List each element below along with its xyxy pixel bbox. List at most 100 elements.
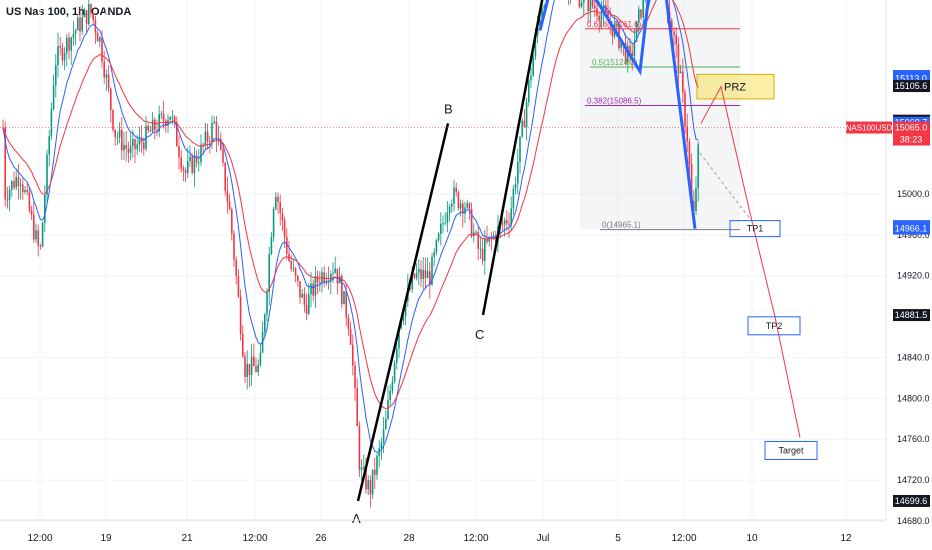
candle-body [442,223,444,225]
candle-body [543,6,545,9]
candle-body [30,210,33,215]
price-label-text: 14966.1 [895,224,928,234]
candle-body [387,400,389,419]
candle-body [327,280,330,282]
candle-body [121,129,123,151]
candle-body [611,24,614,37]
candle-body [173,116,176,123]
candle-body [369,479,372,495]
candle-body [440,223,442,234]
candle-body [541,8,543,18]
candle-body [677,44,680,74]
candle-body [147,125,149,131]
candle-body [154,119,156,131]
candle-body [193,155,196,174]
candle-body [352,344,354,366]
price-tick-label: 14680.0 [897,516,930,526]
candle-body [349,328,352,345]
candle-body [231,209,233,234]
fib-level-label: 0.382(15086.5) [587,97,642,106]
candle-body [74,30,77,34]
candle-body [215,121,218,140]
candle-body [462,203,464,214]
candle-body [468,203,471,209]
candle-body [631,51,633,57]
candle-body [209,141,211,143]
candle-body [255,366,257,372]
candle-body [675,35,677,45]
candle-body [297,275,299,281]
time-tick-label: 12:00 [463,533,488,544]
time-tick-label: 10 [746,533,758,544]
symbol-tag-text: NAS100USD [846,124,893,133]
candle-body [283,220,286,237]
candle-body [435,240,438,253]
candle-body [28,192,31,211]
candle-body [134,139,136,150]
candle-body [310,283,312,295]
candle-body [266,291,268,315]
candle-body [299,280,301,298]
candle-body [629,45,631,52]
candle-body [272,208,275,238]
candle-body [319,282,321,284]
time-tick-label: 28 [403,533,415,544]
target-box-3 [764,440,818,460]
symbol-tag [846,121,892,134]
candle-body [63,52,66,61]
candle-body [330,274,332,282]
candle-body [200,144,202,163]
candle-body [453,187,455,204]
candle-body [583,0,585,3]
price-label-badge [893,222,930,235]
candle-body [226,190,229,202]
candle-body [268,254,270,292]
candle-body [132,139,134,147]
candle-body [459,203,462,209]
candle-body [385,418,387,430]
candle-body [79,17,81,32]
candle-body [596,8,598,17]
candle-body [539,17,541,26]
candle-body [264,314,266,332]
candle-body [332,272,334,275]
price-tick-label: 14760.0 [897,434,930,444]
prz-label: PRZ [724,82,746,94]
candle-body [532,56,534,77]
time-tick-label: 12 [840,533,852,544]
candle-body [380,442,383,449]
candle-body [477,232,479,249]
candle-body [341,276,343,305]
target-label-1: TP1 [747,224,764,234]
candle-body [70,37,72,51]
time-tick-label: 12:00 [671,533,696,544]
candle-body [308,294,310,314]
candle-body [44,195,46,223]
candle-body [404,301,407,317]
candle-body [402,316,405,321]
fibonacci-area [580,0,740,230]
candle-body [228,201,231,210]
candle-body [17,177,20,186]
candle-body [598,16,600,21]
candle-body [437,233,440,241]
candle-body [679,71,682,74]
candle-body [24,190,26,192]
candle-body [578,0,581,7]
candle-body [206,131,209,142]
candle-body [303,293,306,305]
candle-body [371,469,374,495]
candle-body [684,92,686,127]
candle-body [633,41,636,57]
candle-body [389,390,391,401]
time-tick-label: Jul [537,533,550,544]
candle-body [66,37,68,53]
candle-body [211,123,213,142]
price-label-badge [893,121,930,134]
candle-body [248,363,251,376]
candle-body [110,88,112,111]
candle-body [92,13,94,21]
candle-body [343,291,345,305]
ema-layer [2,0,699,453]
